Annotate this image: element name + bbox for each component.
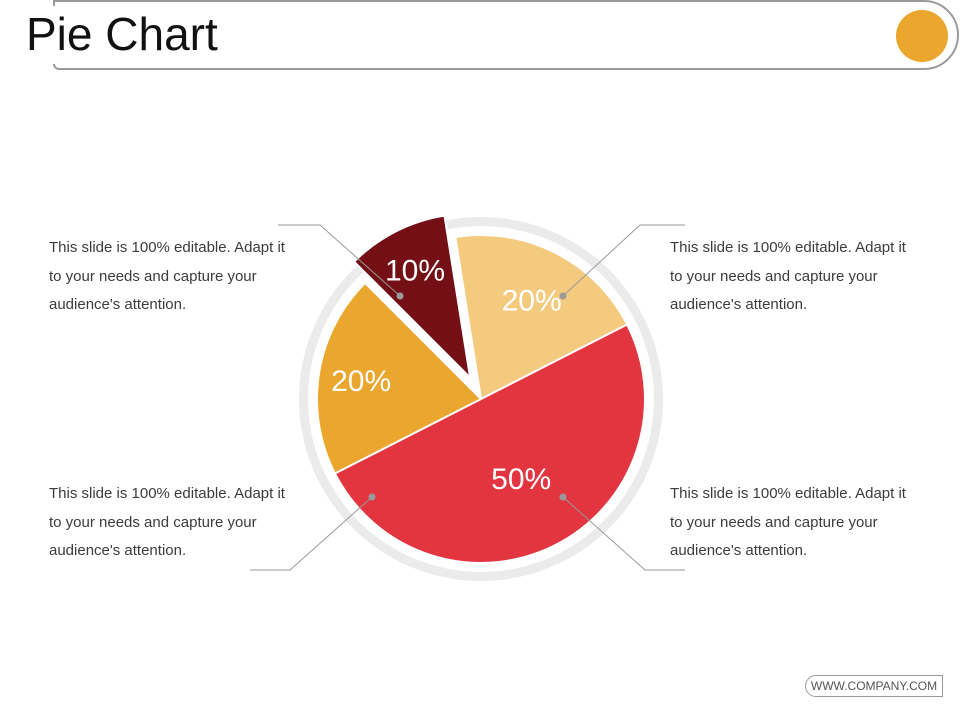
leader-dot-0	[396, 292, 404, 300]
leader-dot-1	[559, 292, 567, 300]
accent-dot	[896, 10, 948, 62]
leader-line-2	[562, 496, 685, 571]
callout-top-right: This slide is 100% editable. Adapt it to…	[670, 239, 906, 313]
leader-dot-3	[368, 493, 376, 501]
pie-slice-2	[333, 323, 646, 564]
callout-top-left: This slide is 100% editable. Adapt it to…	[49, 239, 285, 313]
leader-line-0	[278, 224, 401, 297]
leader-line-1	[562, 224, 685, 297]
callout-bottom-right: This slide is 100% editable. Adapt it to…	[670, 485, 906, 559]
footer-url: WWW.COMPANY.COM	[805, 675, 943, 697]
page-title: Pie Chart	[26, 8, 218, 60]
slice-label-3: 20%	[331, 365, 391, 398]
leader-dot-2	[559, 493, 567, 501]
callout-bottom-left: This slide is 100% editable. Adapt it to…	[49, 485, 285, 559]
leader-line-3	[250, 496, 373, 571]
pie-slice-0	[352, 214, 472, 381]
slice-label-1: 20%	[502, 285, 562, 318]
title-frame-gap	[50, 6, 250, 64]
pie-slice-3	[316, 281, 483, 475]
slice-label-2: 50%	[491, 463, 551, 496]
slice-label-0: 10%	[385, 254, 445, 287]
